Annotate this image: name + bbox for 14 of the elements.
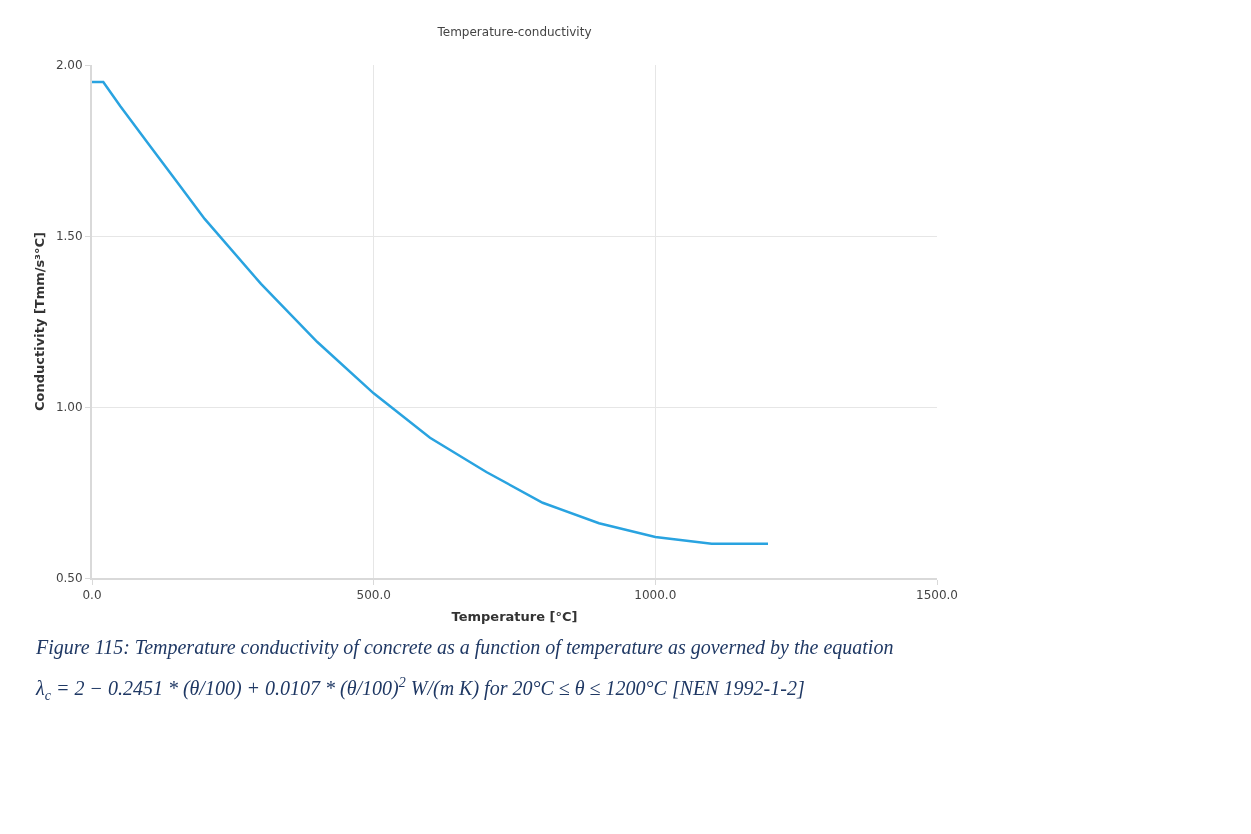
y-tick-label: 0.50 [55, 571, 83, 586]
x-tick-label: 1000.0 [634, 588, 677, 603]
caption: Figure 115: Temperature conductivity of concrete as a function of temperature as governed by the equation [35, 636, 894, 659]
chart-title: Temperature-conductivity [436, 25, 592, 40]
x-tick-label: 500.0 [356, 588, 391, 603]
y-tick-label: 2.00 [55, 58, 83, 73]
y-tick-label: 1.00 [55, 400, 83, 415]
text: λ$_{c}$ = 2 − 0.2451 * (θ/100) + 0.0107 * (θ/100)$^{2}$ W/(m K) for 20°C ≤ θ ≤ 1200°C [NEN 1992-1-2] [35, 675, 805, 703]
y-axis-title: Conductivity [Tmm/s³°C] [32, 232, 48, 411]
x-tick-label: 0.0 [82, 588, 102, 603]
line-series [92, 80, 770, 546]
x-axis-title: Temperature [°C] [451, 608, 578, 624]
y-tick-label: 1.50 [55, 229, 83, 244]
x-tick-label: 1500.0 [916, 588, 958, 603]
